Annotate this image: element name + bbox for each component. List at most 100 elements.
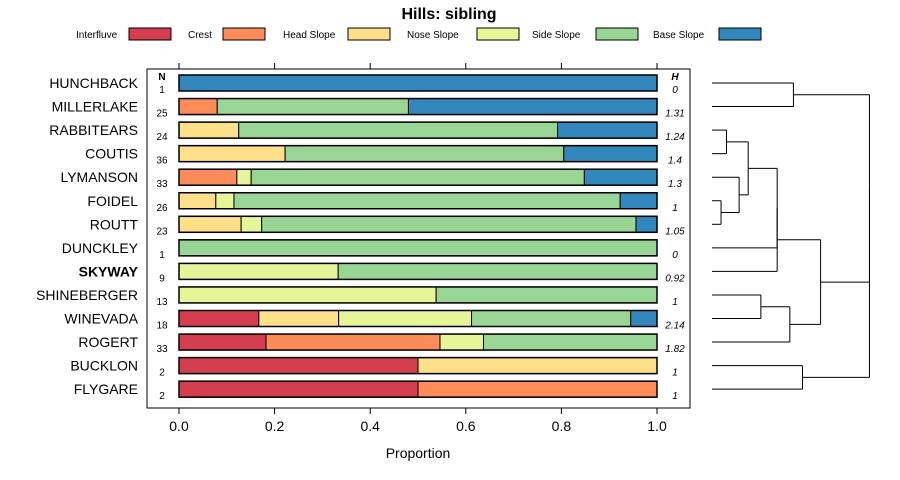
bar-4-side-slope xyxy=(250,168,585,186)
chart-title: Hills: sibling xyxy=(401,6,496,23)
legend-label-0: Interfluve xyxy=(76,30,118,41)
plot-area: 0.0 0.2 0.4 0.6 0.8 1.0 Proportion N H HUNCHBACK 1… xyxy=(36,63,691,461)
x-tick-label-3: 0.6 xyxy=(456,418,476,434)
legend: Interfluve Crest Head Slope Nose Slope Side … xyxy=(76,27,762,41)
bar-1-crest xyxy=(178,98,218,116)
row-h-8: 0.92 xyxy=(665,273,685,284)
bar-outline-1 xyxy=(178,97,658,116)
bar-outline-10 xyxy=(178,309,658,328)
bar-8-nose-slope xyxy=(178,262,339,280)
bar-2-head-slope xyxy=(178,121,240,139)
row-label-12: BUCKLON xyxy=(70,358,138,374)
bar-outline-8 xyxy=(178,262,658,281)
row-label-10: WINEVADA xyxy=(64,311,138,327)
bar-4-crest xyxy=(178,168,238,186)
bar-outline-2 xyxy=(178,121,658,139)
row-h-13: 1 xyxy=(672,391,678,402)
bar-4-base-slope xyxy=(583,168,658,186)
row-h-7: 0 xyxy=(672,250,678,261)
legend-label-1: Crest xyxy=(188,30,212,41)
plot-frame xyxy=(146,68,691,409)
n-header: N xyxy=(158,72,165,83)
row-n-0: 1 xyxy=(159,85,165,96)
bar-5-base-slope xyxy=(619,192,658,210)
bar-outline-13 xyxy=(178,380,658,398)
bar-12-interfluve xyxy=(178,357,419,375)
legend-swatch-5 xyxy=(718,27,762,41)
bar-5-head-slope xyxy=(178,192,217,210)
bar-9-nose-slope xyxy=(178,286,437,304)
bar-1-base-slope xyxy=(407,98,658,116)
legend-label-4: Side Slope xyxy=(532,30,581,41)
row-h-0: 0 xyxy=(672,85,678,96)
bar-3-side-slope xyxy=(284,145,565,163)
bar-8-side-slope xyxy=(337,262,658,280)
row-label-0: HUNCHBACK xyxy=(49,75,138,91)
legend-swatch-3 xyxy=(476,27,520,41)
bar-9-side-slope xyxy=(435,286,658,304)
row-label-11: ROGERT xyxy=(78,334,138,350)
bar-10-interfluve xyxy=(178,310,260,327)
row-label-8: SKYWAY xyxy=(79,263,139,279)
row-label-5: FOIDEL xyxy=(87,193,138,209)
row-n-5: 26 xyxy=(156,203,168,214)
bar-6-base-slope xyxy=(635,215,658,233)
bar-6-side-slope xyxy=(261,215,637,233)
legend-label-2: Head Slope xyxy=(283,30,336,41)
row-h-3: 1.4 xyxy=(668,156,682,167)
bar-6-head-slope xyxy=(178,215,242,233)
row-n-10: 18 xyxy=(156,321,168,332)
row-n-4: 33 xyxy=(156,179,168,190)
row-n-13: 2 xyxy=(159,391,165,402)
row-label-7: DUNCKLEY xyxy=(62,240,139,256)
legend-swatch-1 xyxy=(222,27,266,41)
bar-11-side-slope xyxy=(482,333,658,351)
row-h-10: 2.14 xyxy=(664,321,685,332)
bar-3-head-slope xyxy=(178,145,286,163)
bar-outline-4 xyxy=(178,168,658,186)
bar-outline-0 xyxy=(178,74,658,92)
x-tick-label-1: 0.2 xyxy=(265,418,285,434)
row-label-13: FLYGARE xyxy=(74,381,138,397)
bar-13-crest xyxy=(417,380,658,398)
row-n-9: 13 xyxy=(156,297,168,308)
row-label-9: SHINEBERGER xyxy=(36,287,138,303)
bar-10-head-slope xyxy=(258,310,340,327)
x-tick-label-5: 1.0 xyxy=(647,418,667,434)
bar-3-base-slope xyxy=(563,145,658,163)
bar-5-side-slope xyxy=(233,192,621,210)
row-h-5: 1 xyxy=(672,203,678,214)
bar-2-side-slope xyxy=(238,121,559,139)
row-n-2: 24 xyxy=(156,132,168,143)
row-label-6: ROUTT xyxy=(90,216,139,232)
row-label-3: COUTIS xyxy=(85,146,138,162)
bar-outline-11 xyxy=(178,333,658,351)
legend-label-3: Nose Slope xyxy=(407,30,459,41)
bar-outline-12 xyxy=(178,356,658,375)
row-label-4: LYMANSON xyxy=(60,169,138,185)
row-label-2: RABBITEARS xyxy=(49,122,138,138)
bar-outline-9 xyxy=(178,286,658,304)
row-h-12: 1 xyxy=(672,368,678,379)
x-tick-label-0: 0.0 xyxy=(169,418,189,434)
bar-10-nose-slope xyxy=(338,310,473,327)
legend-swatch-4 xyxy=(595,27,639,41)
x-tick-label-2: 0.4 xyxy=(360,418,380,434)
bar-11-interfluve xyxy=(178,333,267,351)
bar-6-nose-slope xyxy=(240,215,263,233)
row-label-1: MILLERLAKE xyxy=(52,99,138,115)
x-axis-title: Proportion xyxy=(386,445,451,461)
bar-4-nose-slope xyxy=(236,168,252,186)
row-h-6: 1.05 xyxy=(665,226,685,237)
bar-10-base-slope xyxy=(630,310,658,327)
x-tick-label-4: 0.8 xyxy=(552,418,572,434)
legend-swatch-0 xyxy=(128,27,172,41)
bar-5-nose-slope xyxy=(215,192,235,210)
row-n-1: 25 xyxy=(156,109,168,120)
bar-outline-6 xyxy=(178,215,658,234)
row-n-8: 9 xyxy=(159,273,165,284)
h-header: H xyxy=(671,72,679,83)
row-h-1: 1.31 xyxy=(665,109,684,120)
dendrogram xyxy=(712,82,870,390)
